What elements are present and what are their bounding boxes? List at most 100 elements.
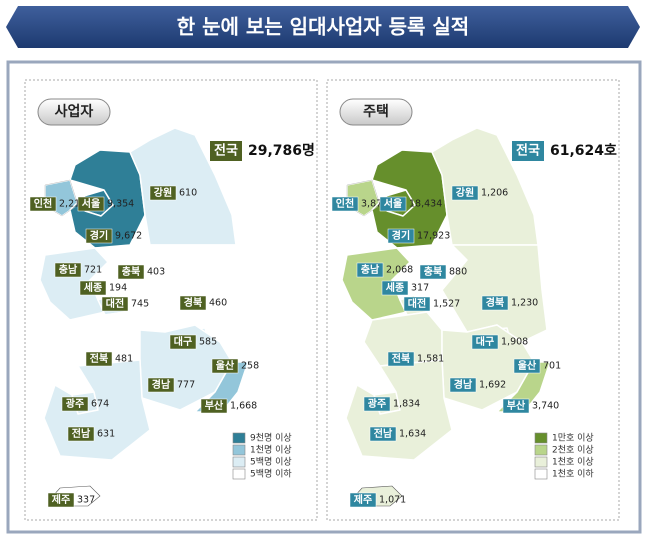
- region-label-box: [101, 296, 129, 312]
- region-value: 1,692: [479, 380, 506, 391]
- legend-label: 1천명 이상: [250, 445, 292, 456]
- region-label-box: [502, 398, 530, 414]
- region-name: 전북: [90, 352, 108, 365]
- region-value: 721: [84, 265, 102, 276]
- region-value: 481: [115, 354, 133, 365]
- legend-swatch: [232, 444, 246, 456]
- legend-label: 1만호 이상: [552, 433, 594, 444]
- region-value: 585: [199, 337, 217, 348]
- legend-label: 5백명 이상: [250, 457, 292, 468]
- region-label-box: [47, 492, 75, 508]
- region-value: 1,071: [379, 495, 406, 506]
- legend-label: 1천호 이하: [552, 469, 594, 480]
- legend-swatch: [534, 468, 548, 480]
- legend-swatch: [534, 456, 548, 468]
- region-value: 610: [179, 188, 197, 199]
- region-name: 광주: [66, 398, 84, 410]
- region-label-box: [356, 262, 384, 278]
- region-label-box: [381, 280, 409, 296]
- region-value: 9,672: [115, 231, 142, 242]
- region-name: 울산: [216, 359, 235, 372]
- region-label-box: [77, 196, 105, 212]
- title-banner: [6, 6, 640, 48]
- region-name: 전북: [392, 352, 410, 365]
- region-value: 258: [241, 361, 259, 372]
- region-label-box: [379, 196, 407, 212]
- total-label: 전국: [214, 143, 238, 159]
- region-name: 충북: [424, 265, 442, 278]
- region-value: 460: [209, 298, 227, 309]
- region-value: 701: [543, 361, 561, 372]
- region-value: 2,068: [386, 265, 413, 276]
- legend-label: 9천명 이상: [250, 433, 292, 444]
- panel-heading: 사업자: [55, 104, 94, 120]
- region-label-box: [387, 351, 415, 367]
- region-shape: [431, 127, 539, 246]
- title: 한 눈에 보는 임대사업자 등록 실적: [177, 15, 469, 39]
- region-label-box: [169, 334, 197, 350]
- total-value: 61,624호: [550, 143, 617, 159]
- region-value: 317: [411, 283, 429, 294]
- region-label-box: [29, 196, 57, 212]
- region-value: 1,634: [399, 429, 426, 440]
- region-value: 1,834: [393, 399, 420, 410]
- region-label-box: [471, 334, 499, 350]
- region-value: 1,230: [511, 298, 538, 309]
- region-name: 충북: [122, 265, 140, 278]
- legend-swatch: [232, 456, 246, 468]
- region-name: 대전: [408, 297, 426, 310]
- legend-label: 2천호 이상: [552, 445, 594, 456]
- region-value: 1,668: [230, 401, 257, 412]
- legend-swatch: [534, 432, 548, 444]
- region-value: 3,740: [532, 401, 559, 412]
- region-name: 강원: [456, 186, 474, 199]
- legend-label: 5백명 이하: [250, 469, 292, 480]
- region-value: 1,527: [433, 299, 460, 310]
- region-label-box: [85, 228, 113, 244]
- region-value: 745: [131, 299, 149, 310]
- region-name: 대전: [106, 297, 124, 310]
- region-name: 전남: [72, 427, 91, 440]
- region-name: 경기: [392, 229, 410, 242]
- region-name: 대구: [174, 335, 192, 348]
- region-value: 880: [449, 267, 467, 278]
- region-value: 17,923: [417, 231, 450, 242]
- region-name: 경북: [486, 296, 504, 309]
- region-value: 674: [91, 399, 109, 410]
- region-value: 9,354: [107, 199, 134, 210]
- region-name: 광주: [368, 398, 386, 410]
- total-label: 전국: [516, 143, 540, 159]
- region-name: 전남: [374, 427, 393, 440]
- region-name: 경기: [90, 229, 108, 242]
- region-label-box: [147, 377, 175, 393]
- heading-pill: [37, 98, 111, 126]
- region-name: 부산: [205, 399, 224, 412]
- region-label-box: [449, 377, 477, 393]
- region-label-box: [387, 228, 415, 244]
- region-value: 1,206: [481, 188, 508, 199]
- heading-pill: [339, 98, 413, 126]
- region-value: 18,434: [409, 199, 442, 210]
- region-label-box: [67, 426, 95, 442]
- region-label-box: [369, 426, 397, 442]
- legend-label: 1천호 이상: [552, 457, 594, 468]
- region-label-box: [79, 280, 107, 296]
- region-label-box: [54, 262, 82, 278]
- region-label-box: [363, 396, 391, 412]
- region-label-box: [117, 264, 145, 280]
- panel-heading: 주택: [363, 103, 389, 120]
- legend-swatch: [232, 432, 246, 444]
- region-value: 3,878: [361, 199, 388, 210]
- region-name: 대구: [476, 335, 494, 348]
- total-label-box: [512, 141, 544, 161]
- region-name: 충남: [59, 263, 78, 276]
- region-label-box: [149, 185, 177, 201]
- region-label-box: [481, 295, 509, 311]
- region-name: 경북: [184, 296, 202, 309]
- region-name: 제주: [52, 493, 70, 506]
- region-value: 2,216: [59, 199, 86, 210]
- region-name: 부산: [507, 399, 526, 412]
- region-name: 제주: [354, 493, 372, 506]
